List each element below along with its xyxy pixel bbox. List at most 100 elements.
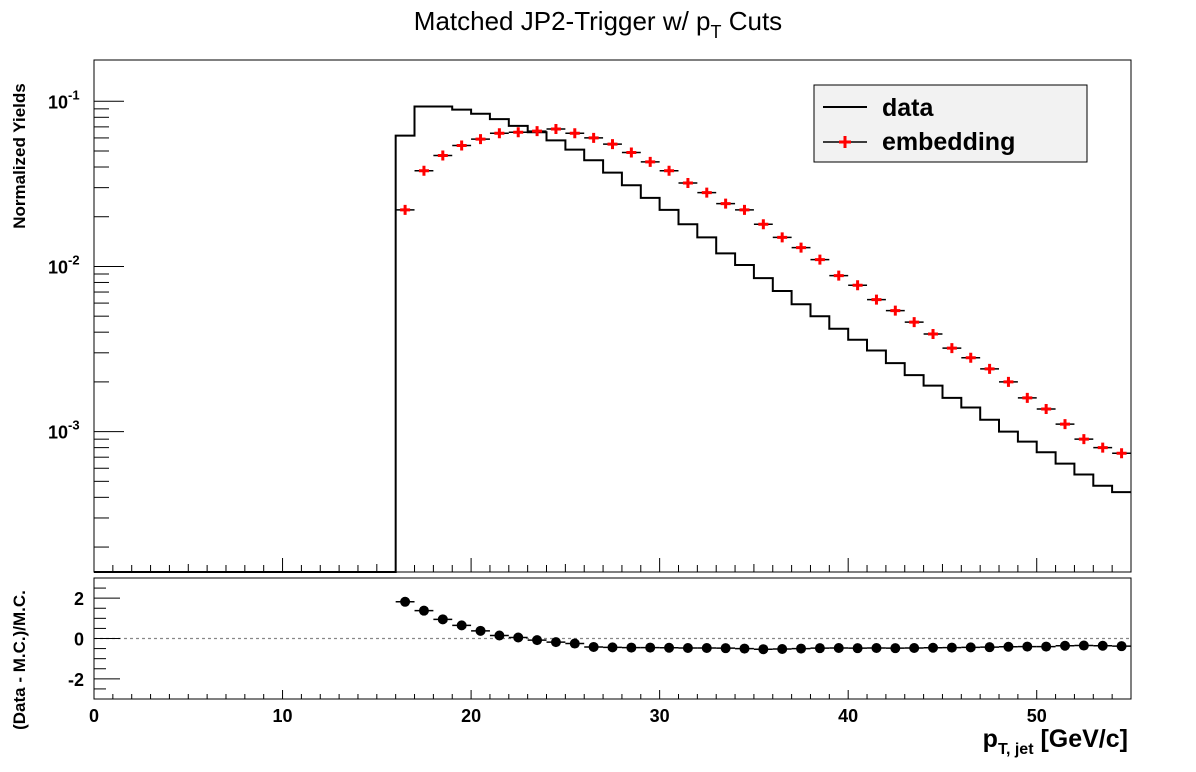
embedding-point (852, 280, 863, 291)
ratio-point (1003, 641, 1014, 652)
legend-embedding-marker (839, 136, 851, 148)
ratio-point (588, 641, 599, 652)
embedding-point (569, 128, 580, 139)
ratio-point (550, 637, 561, 648)
chart-title: Matched JP2-Trigger w/ pT Cuts (414, 6, 782, 42)
embedding-point (796, 242, 807, 253)
embedding-point (550, 123, 561, 134)
ratio-point (645, 642, 656, 653)
ratio-point (984, 642, 995, 653)
ratio-y-axis-title: (Data - M.C.)/M.C. (10, 590, 29, 730)
ratio-point (437, 614, 448, 625)
legend-embedding-label: embedding (882, 128, 1015, 156)
main-y-tick-label: 10-2 (48, 252, 80, 277)
ratio-point (400, 596, 411, 607)
embedding-point (664, 165, 675, 176)
x-axis-title-sub: T, jet (998, 741, 1034, 758)
ratio-point (532, 635, 543, 646)
ratio-point (777, 643, 788, 654)
ratio-point (513, 632, 524, 643)
embedding-point (984, 363, 995, 374)
x-tick-label: 0 (89, 706, 99, 726)
embedding-point (890, 305, 901, 316)
chart-title-tail: Cuts (722, 6, 783, 36)
embedding-point (814, 254, 825, 265)
embedding-point (965, 352, 976, 363)
ratio-axis-ticks (93, 577, 1132, 700)
embedding-point (532, 126, 543, 137)
embedding-point (607, 139, 618, 150)
embedding-point (928, 328, 939, 339)
x-tick-label: 10 (273, 706, 293, 726)
ratio-point (494, 630, 505, 641)
legend: data embedding (813, 84, 1088, 163)
ratio-y-tick-label: 0 (74, 630, 84, 650)
embedding-point (1041, 404, 1052, 415)
x-axis-title-tail: [GeV/c] (1034, 725, 1128, 753)
ratio-point (720, 643, 731, 654)
x-tick-label: 20 (461, 706, 481, 726)
embedding-point (418, 165, 429, 176)
legend-box (813, 84, 1088, 163)
ratio-y-tick-labels: 2 0 -2 (68, 589, 84, 690)
main-axis-ticks (93, 100, 1132, 572)
embedding-point (456, 140, 467, 151)
chart-title-sub: T (711, 22, 722, 42)
embedding-point (871, 294, 882, 305)
embedding-point (909, 317, 920, 328)
ratio-point (909, 642, 920, 653)
main-y-tick-label: 10-1 (48, 87, 80, 112)
ratio-point (739, 643, 750, 654)
ratio-point (475, 625, 486, 636)
ratio-point (758, 644, 769, 655)
embedding-point (1078, 434, 1089, 445)
embedding-point (1116, 448, 1127, 459)
ratio-point (833, 642, 844, 653)
main-y-tick-label-base: 10 (48, 92, 68, 112)
ratio-y-tick-label: -2 (68, 670, 84, 690)
data-histogram-line (94, 105, 1131, 573)
main-y-tick-labels: 10-110-210-3 (48, 87, 80, 442)
embedding-point (626, 147, 637, 158)
ratio-point (928, 642, 939, 653)
ratio-plot-series (395, 596, 1131, 655)
main-y-tick-label-exp: -2 (68, 252, 80, 267)
embedding-point (494, 128, 505, 139)
ratio-point (852, 643, 863, 654)
embedding-point (1003, 376, 1014, 387)
ratio-point (1060, 640, 1071, 651)
embedding-point (739, 204, 750, 215)
ratio-point (871, 642, 882, 653)
embedding-point (720, 198, 731, 209)
main-y-axis-title: Normalized Yields (10, 83, 29, 229)
main-y-tick-label-base: 10 (48, 257, 68, 277)
ratio-point (796, 643, 807, 654)
embedding-point (1022, 392, 1033, 403)
embedding-point (645, 156, 656, 167)
ratio-point (626, 642, 637, 653)
ratio-point (946, 642, 957, 653)
main-plot-series (94, 105, 1131, 573)
ratio-point (890, 643, 901, 654)
embedding-point (758, 219, 769, 230)
embedding-point (833, 270, 844, 281)
x-tick-label: 50 (1027, 706, 1047, 726)
embedding-point (475, 134, 486, 145)
x-tick-label: 40 (838, 706, 858, 726)
embedding-point (400, 204, 411, 215)
ratio-point (1041, 641, 1052, 652)
main-y-tick-label: 10-3 (48, 418, 80, 443)
embedding-point (701, 187, 712, 198)
ratio-point (1078, 640, 1089, 651)
ratio-point (965, 642, 976, 653)
legend-data-label: data (882, 94, 935, 122)
embedding-point (513, 127, 524, 138)
embedding-point (1060, 419, 1071, 430)
x-tick-labels: 0 10 20 30 40 50 (89, 706, 1047, 726)
embedding-point (946, 343, 957, 354)
x-axis-title-main: p (983, 725, 998, 753)
main-y-tick-label-exp: -1 (68, 87, 80, 102)
embedding-point (588, 132, 599, 143)
embedding-point (437, 150, 448, 161)
main-y-tick-label-base: 10 (48, 423, 68, 443)
